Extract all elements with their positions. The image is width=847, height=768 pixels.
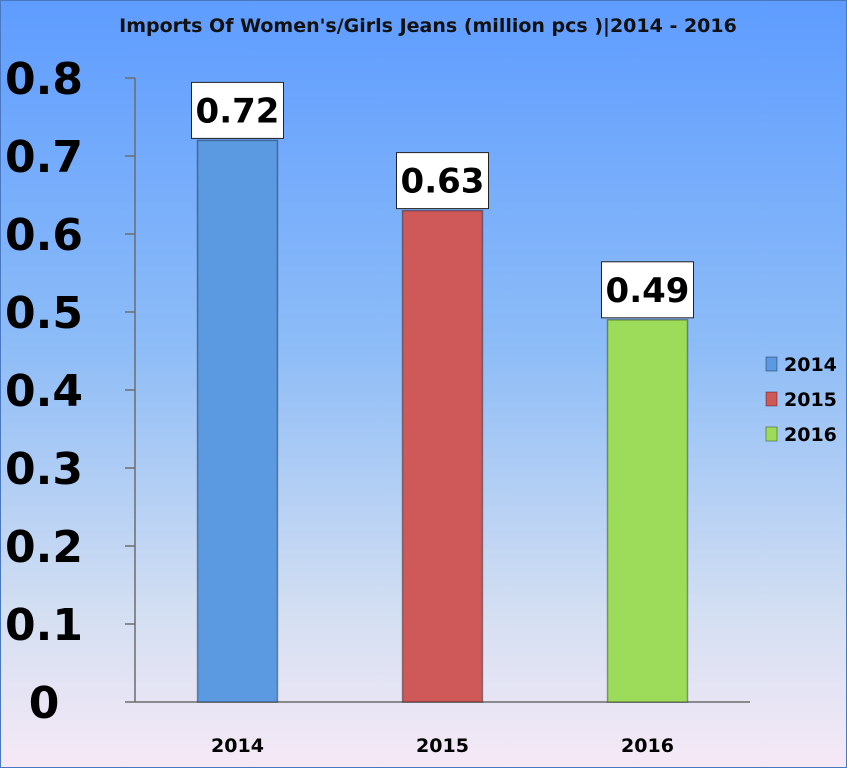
data-label-2014: 0.72: [196, 91, 280, 131]
y-tick-label: 0.7: [5, 132, 83, 183]
legend-swatch-2015: [765, 391, 778, 407]
x-tick-label: 2016: [621, 735, 674, 757]
data-label-box: [191, 81, 284, 139]
y-tick-label: 0.8: [5, 54, 83, 105]
chart-title: Imports Of Women's/Girls Jeans (million …: [119, 15, 737, 37]
data-label-2015: 0.63: [401, 162, 485, 202]
legend-label-2014: 2014: [784, 354, 837, 376]
data-label-box: [601, 261, 694, 319]
bars: [196, 139, 689, 703]
y-tick-label: 0.4: [5, 366, 83, 417]
data-labels: 0.72 0.63 0.49: [191, 81, 694, 319]
bar-2015: [401, 209, 484, 703]
legend: 2014 2015 2016: [765, 354, 837, 446]
y-tick-label: 0.2: [5, 522, 83, 573]
x-tick-label: 2014: [211, 735, 264, 757]
legend-swatch-2014: [765, 356, 778, 372]
data-label-box: [396, 152, 489, 210]
y-tick-label: 0.6: [5, 210, 83, 261]
y-tick-label: 0.1: [5, 600, 83, 651]
bar-2016: [606, 319, 689, 703]
bar-2014: [196, 139, 279, 703]
legend-label-2015: 2015: [784, 389, 837, 411]
y-tick-label: 0: [29, 678, 60, 729]
legend-swatch-2016: [765, 426, 778, 442]
y-tick-label: 0.3: [5, 444, 83, 495]
y-axis-ticks: 0 0.1 0.2 0.3 0.4 0.5 0.6 0.7 0.8: [5, 54, 135, 729]
x-tick-label: 2015: [416, 735, 469, 757]
y-tick-label: 0.5: [5, 288, 83, 339]
x-axis-ticks: 2014 2015 2016: [211, 735, 674, 757]
data-label-2016: 0.49: [606, 271, 690, 311]
legend-label-2016: 2016: [784, 424, 837, 446]
